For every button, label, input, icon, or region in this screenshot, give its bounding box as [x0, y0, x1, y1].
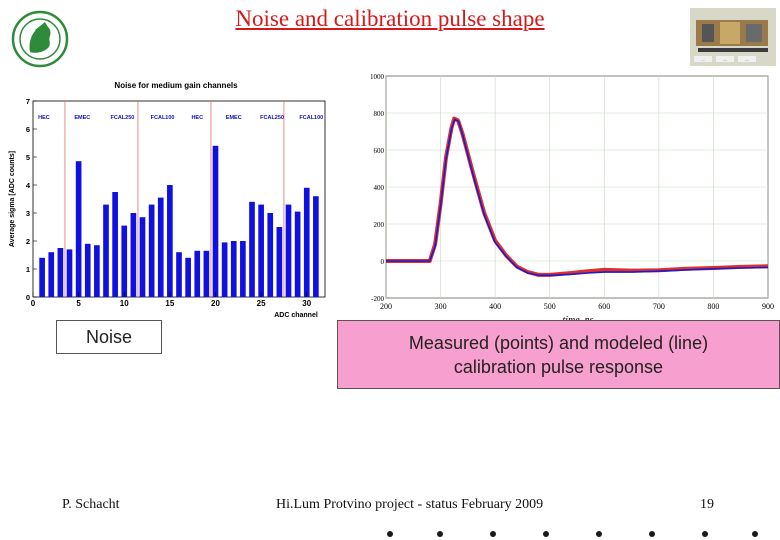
footer-dot — [649, 531, 655, 537]
noise-bar — [176, 252, 182, 297]
pulse-caption-line-2: calibration pulse response — [453, 356, 664, 377]
footer-dot — [490, 531, 496, 537]
pulse-y-tick-label: 200 — [374, 221, 385, 229]
footer-project: Hi.Lum Protvino project - status Februar… — [276, 497, 544, 512]
x-tick-label: 10 — [120, 299, 129, 308]
noise-bar — [148, 204, 155, 297]
noise-bar — [139, 217, 146, 297]
noise-bar — [212, 145, 219, 297]
x-tick-label: 5 — [76, 299, 81, 308]
slide-title: Noise and calibration pulse shape — [235, 6, 545, 31]
pulse-x-tick-label: 600 — [598, 302, 610, 311]
region-label: EMEC — [226, 115, 242, 121]
footer-page-number: 19 — [700, 497, 714, 512]
y-tick-label: 2 — [26, 237, 30, 246]
noise-y-axis-label: Average sigma [ADC counts] — [9, 151, 16, 247]
pulse-y-tick-label: 0 — [381, 258, 385, 266]
noise-bar — [48, 252, 55, 297]
footer-dot — [596, 531, 602, 537]
region-label: FCAL100 — [151, 115, 175, 121]
noise-bar — [230, 241, 237, 297]
noise-x-axis-label: ADC channel — [274, 312, 318, 319]
region-label: FCAL250 — [260, 115, 284, 121]
pulse-response-chart: 200 300 400 500 600 700 800 900 -200 0 200 400 600 80… — [370, 73, 774, 325]
pulse-x-tick-label: 300 — [435, 302, 447, 311]
footer-dot — [752, 531, 758, 537]
y-tick-label: 1 — [26, 265, 30, 274]
noise-bar — [66, 249, 73, 297]
footer-dot — [702, 531, 708, 537]
noise-bar — [185, 257, 191, 297]
noise-bar — [39, 257, 45, 297]
region-label: FCAL100 — [299, 115, 323, 121]
footer-dot — [437, 531, 443, 537]
noise-bar — [75, 161, 82, 297]
x-tick-label: 0 — [31, 299, 36, 308]
pulse-x-tick-label: 400 — [489, 302, 501, 311]
region-label: EMEC — [74, 115, 90, 121]
x-tick-label: 15 — [165, 299, 174, 308]
y-tick-label: 4 — [26, 181, 31, 190]
thumb-label: ... — [701, 57, 704, 62]
noise-bar — [167, 185, 173, 297]
pulse-y-tick-label: 800 — [374, 110, 385, 118]
x-tick-label: 20 — [211, 299, 220, 308]
noise-bar — [285, 204, 292, 297]
thumb-label: ... — [745, 57, 748, 62]
pulse-y-tick-label: 400 — [374, 184, 385, 192]
noise-bar — [240, 241, 246, 297]
noise-bar — [276, 227, 283, 297]
region-label: HEC — [38, 115, 50, 121]
noise-bar — [303, 187, 310, 297]
pulse-y-tick-label: 600 — [374, 147, 385, 155]
noise-bar — [221, 242, 228, 297]
pulse-x-tick-label: 900 — [762, 302, 774, 311]
noise-bar — [258, 204, 264, 297]
noise-bar — [249, 201, 255, 297]
pulse-caption: Measured (points) and modeled (line) cal… — [337, 320, 780, 389]
pulse-x-tick-label: 700 — [653, 302, 665, 311]
max-planck-logo-icon — [11, 10, 69, 68]
noise-bar — [203, 250, 210, 297]
noise-bar — [157, 197, 164, 297]
footer-dot — [543, 531, 549, 537]
detector-thumbnail-icon: ... ... ... — [690, 8, 776, 66]
pulse-y-tick-label: -200 — [371, 295, 384, 303]
pulse-x-tick-label: 500 — [544, 302, 556, 311]
pulse-y-tick-label: 1000 — [370, 73, 385, 81]
noise-bar — [84, 243, 91, 297]
noise-bar — [57, 248, 64, 297]
noise-bar — [103, 204, 109, 297]
y-tick-label: 3 — [26, 209, 30, 218]
footer-dot — [387, 531, 393, 537]
region-label: FCAL250 — [111, 115, 135, 121]
noise-bar — [294, 211, 301, 297]
y-tick-label: 6 — [26, 125, 30, 134]
pulse-x-tick-label: 200 — [380, 302, 392, 311]
noise-bar-chart: HEC EMEC FCAL250 FCAL100 HEC EMEC FCAL250 FCAL1… — [6, 74, 330, 324]
noise-bar — [112, 192, 118, 297]
modeled-line-series — [386, 118, 769, 277]
noise-bar — [194, 250, 201, 297]
y-tick-label: 0 — [26, 293, 30, 302]
noise-caption: Noise — [56, 320, 162, 354]
region-label: HEC — [191, 115, 203, 121]
noise-bar — [130, 213, 137, 297]
noise-bar — [313, 196, 319, 297]
noise-bar — [94, 245, 100, 297]
noise-bar — [121, 225, 128, 297]
pulse-caption-line-1: Measured (points) and modeled (line) — [408, 332, 709, 353]
noise-bar — [267, 213, 274, 297]
y-tick-label: 7 — [26, 97, 30, 106]
footer-author: P. Schacht — [62, 497, 120, 512]
x-tick-label: 30 — [302, 299, 311, 308]
pulse-x-tick-label: 800 — [707, 302, 719, 311]
x-tick-label: 25 — [257, 299, 266, 308]
y-tick-label: 5 — [26, 153, 30, 162]
noise-chart-title: Noise for medium gain channels — [114, 81, 238, 90]
thumb-label: ... — [723, 57, 726, 62]
